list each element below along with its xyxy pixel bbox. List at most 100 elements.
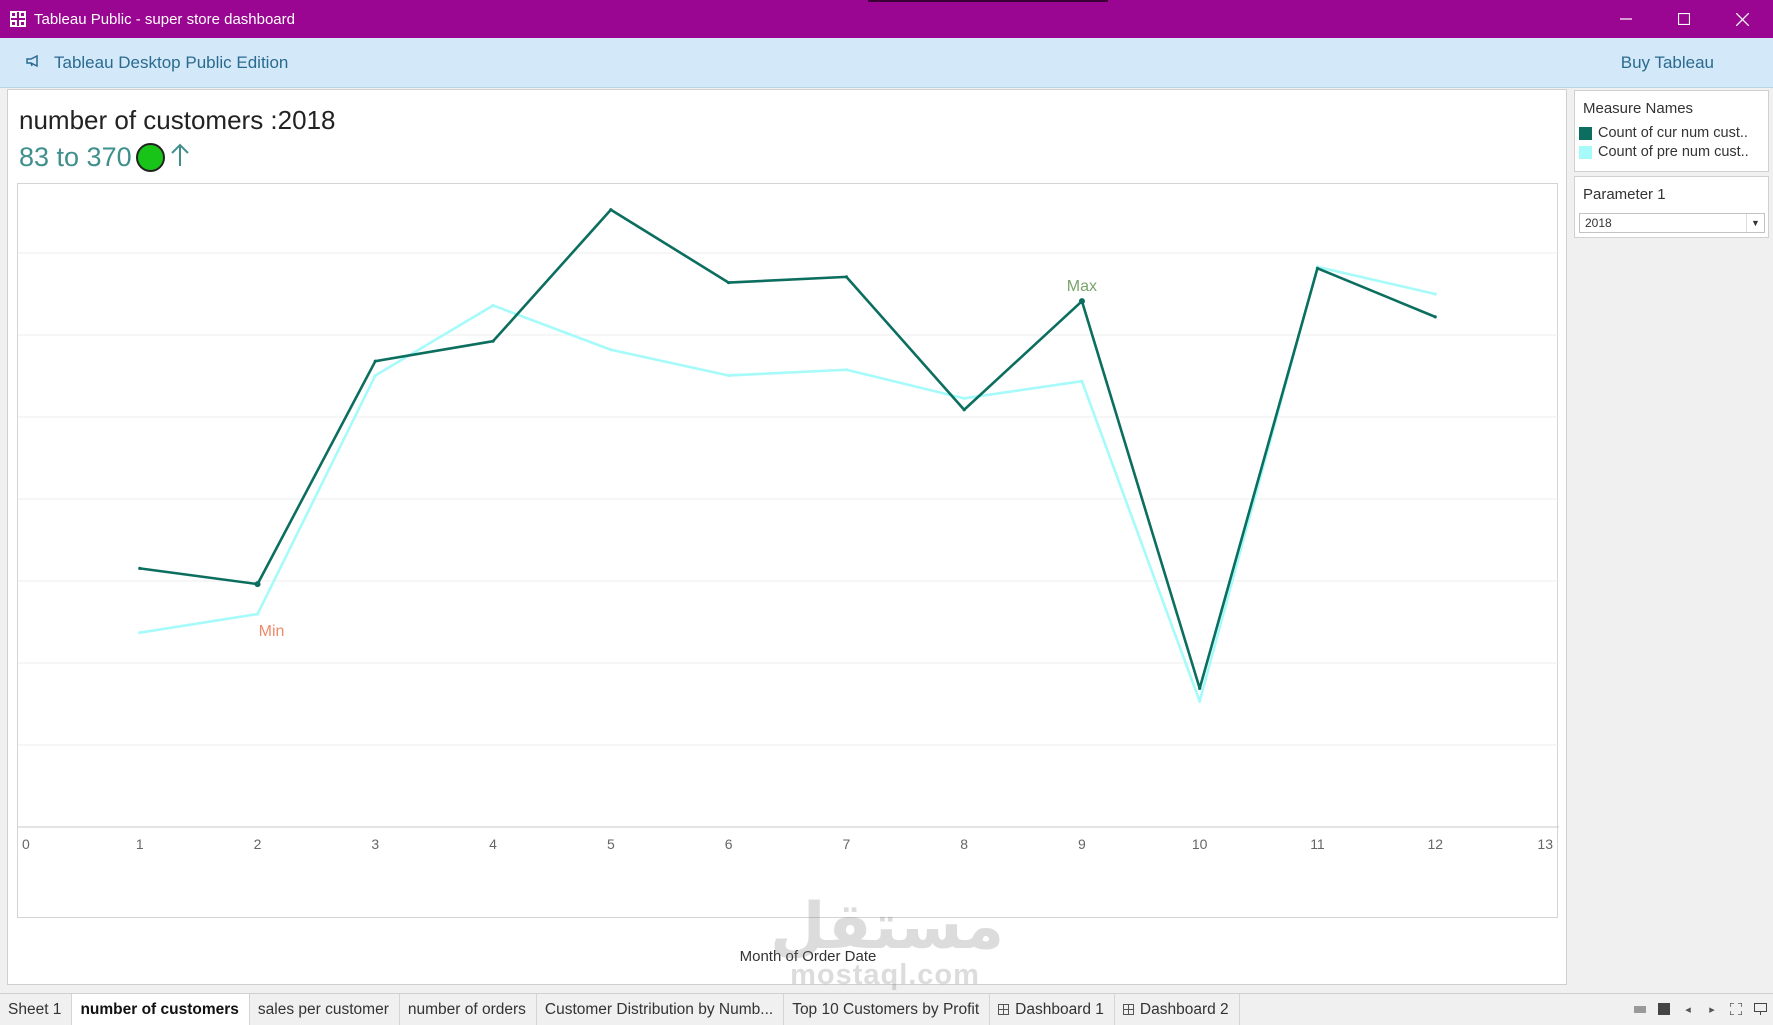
data-point[interactable] bbox=[255, 612, 260, 616]
data-point[interactable] bbox=[1080, 379, 1084, 383]
x-tick-label: 5 bbox=[607, 836, 615, 852]
tab-label: number of orders bbox=[407, 1000, 526, 1018]
series-line[interactable] bbox=[139, 265, 1436, 703]
data-point[interactable] bbox=[844, 275, 848, 279]
data-point[interactable] bbox=[962, 396, 966, 400]
tab-sheet-1[interactable]: Sheet 1 bbox=[0, 994, 73, 1025]
edition-banner: Tableau Desktop Public Edition Buy Table… bbox=[0, 38, 1773, 88]
legend-label: Count of pre num cust.. bbox=[1598, 144, 1749, 160]
data-point[interactable] bbox=[491, 339, 495, 343]
data-point[interactable] bbox=[491, 303, 495, 308]
titlebar-accent-line bbox=[868, 0, 1108, 2]
series-line[interactable] bbox=[139, 208, 1436, 690]
fullscreen-icon[interactable] bbox=[1729, 1002, 1743, 1016]
tab-sales-per-customer[interactable]: sales per customer bbox=[250, 994, 400, 1025]
tab-label: sales per customer bbox=[257, 1000, 389, 1018]
maximize-icon[interactable] bbox=[1655, 0, 1713, 38]
parameter-title: Parameter 1 bbox=[1583, 186, 1666, 203]
max-marker bbox=[1078, 298, 1085, 305]
legend-swatch bbox=[1579, 145, 1592, 159]
minimize-icon[interactable] bbox=[1597, 0, 1655, 38]
x-tick-label: 10 bbox=[1192, 836, 1208, 852]
parameter-dropdown[interactable]: 2018 ▼ bbox=[1579, 213, 1765, 233]
data-point[interactable] bbox=[609, 348, 613, 352]
legend-item-previous[interactable]: Count of pre num cust.. bbox=[1579, 144, 1749, 160]
data-point[interactable] bbox=[138, 566, 142, 570]
tab-dashboard-2[interactable]: Dashboard 2 bbox=[1115, 994, 1240, 1025]
tab-label: Dashboard 1 bbox=[1015, 1000, 1104, 1018]
window-titlebar: Tableau Public - super store dashboard bbox=[0, 0, 1773, 38]
data-point[interactable] bbox=[727, 373, 731, 378]
kpi-range: 83 to 370 bbox=[19, 141, 132, 172]
tab-label: Customer Distribution by Numb... bbox=[544, 1000, 774, 1018]
window-title: Tableau Public - super store dashboard bbox=[34, 10, 295, 28]
data-point[interactable] bbox=[962, 408, 966, 412]
min-marker bbox=[254, 581, 261, 588]
sheet-tabs: Sheet 1 number of customers sales per cu… bbox=[0, 993, 1773, 1025]
show-filmstrip-icon[interactable] bbox=[1633, 1002, 1647, 1016]
annotation-label: Min bbox=[259, 623, 285, 640]
x-tick-label: 2 bbox=[254, 836, 262, 852]
legend-card: Measure Names Count of cur num cust.. Co… bbox=[1574, 90, 1769, 172]
data-point[interactable] bbox=[138, 631, 142, 635]
legend-title: Measure Names bbox=[1583, 100, 1694, 117]
x-tick-label: 12 bbox=[1427, 836, 1443, 852]
legend-label: Count of cur num cust.. bbox=[1598, 125, 1748, 141]
data-point[interactable] bbox=[1198, 699, 1202, 703]
parameter-value: 2018 bbox=[1585, 216, 1612, 230]
data-point[interactable] bbox=[373, 359, 377, 363]
megaphone-icon bbox=[26, 54, 40, 71]
data-point[interactable] bbox=[727, 280, 731, 285]
x-tick-label: 11 bbox=[1310, 836, 1325, 852]
legend-item-current[interactable]: Count of cur num cust.. bbox=[1579, 125, 1748, 141]
data-point[interactable] bbox=[1433, 315, 1437, 319]
chevron-down-icon[interactable]: ▼ bbox=[1746, 214, 1764, 232]
tab-customer-distribution[interactable]: Customer Distribution by Numb... bbox=[537, 994, 785, 1025]
x-tick-label: 13 bbox=[1537, 836, 1553, 852]
x-tick-label: 1 bbox=[136, 836, 144, 852]
buy-tableau-link[interactable]: Buy Tableau bbox=[1620, 52, 1714, 72]
x-tick-label: 4 bbox=[489, 836, 497, 852]
x-tick-label: 3 bbox=[371, 836, 379, 852]
close-icon[interactable] bbox=[1713, 0, 1771, 38]
tab-top-10-customers[interactable]: Top 10 Customers by Profit bbox=[784, 994, 991, 1025]
tab-number-of-orders[interactable]: number of orders bbox=[400, 994, 537, 1025]
prev-tab-icon[interactable]: ◂ bbox=[1685, 1003, 1691, 1016]
tab-label: number of customers bbox=[80, 1000, 239, 1018]
up-arrow-icon bbox=[170, 143, 190, 172]
status-dot-icon bbox=[135, 142, 165, 172]
tab-number-of-customers[interactable]: number of customers bbox=[72, 994, 250, 1025]
dashboard-grid-icon bbox=[998, 1004, 1010, 1015]
x-tick-label: 6 bbox=[725, 836, 733, 852]
present-icon[interactable] bbox=[1753, 1002, 1767, 1016]
x-tick-label: 0 bbox=[22, 836, 30, 852]
tab-label: Sheet 1 bbox=[8, 1000, 62, 1018]
x-tick-label: 9 bbox=[1078, 836, 1086, 852]
show-tabs-icon[interactable] bbox=[1657, 1002, 1671, 1016]
data-point[interactable] bbox=[1198, 686, 1202, 690]
x-tick-label: 7 bbox=[842, 836, 850, 852]
tab-navigation-controls: ◂ ▸ bbox=[1633, 1002, 1767, 1016]
tableau-logo-icon bbox=[10, 11, 26, 27]
x-tick-label: 8 bbox=[960, 836, 968, 852]
data-point[interactable] bbox=[609, 208, 613, 212]
parameter-card: Parameter 1 2018 ▼ bbox=[1574, 176, 1769, 238]
x-axis-title: Month of Order Date bbox=[739, 948, 877, 965]
page-title: number of customers :2018 bbox=[19, 105, 336, 135]
annotation-label: Max bbox=[1067, 278, 1097, 295]
edition-label: Tableau Desktop Public Edition bbox=[54, 52, 289, 72]
data-point[interactable] bbox=[373, 373, 377, 378]
legend-swatch bbox=[1579, 126, 1592, 140]
data-point[interactable] bbox=[1315, 266, 1320, 270]
data-point[interactable] bbox=[1433, 292, 1437, 296]
line-chart[interactable]: 0 1 2 3 4 5 6 7 8 9 10 11 12 13 Max Min bbox=[17, 183, 1559, 919]
tab-label: Top 10 Customers by Profit bbox=[792, 1000, 980, 1018]
kpi-summary: 83 to 370 bbox=[19, 140, 190, 174]
tab-dashboard-1[interactable]: Dashboard 1 bbox=[990, 994, 1115, 1025]
data-point[interactable] bbox=[844, 368, 848, 372]
next-tab-icon[interactable]: ▸ bbox=[1709, 1003, 1715, 1016]
tab-label: Dashboard 2 bbox=[1139, 1000, 1229, 1018]
dashboard-grid-icon bbox=[1122, 1004, 1134, 1015]
